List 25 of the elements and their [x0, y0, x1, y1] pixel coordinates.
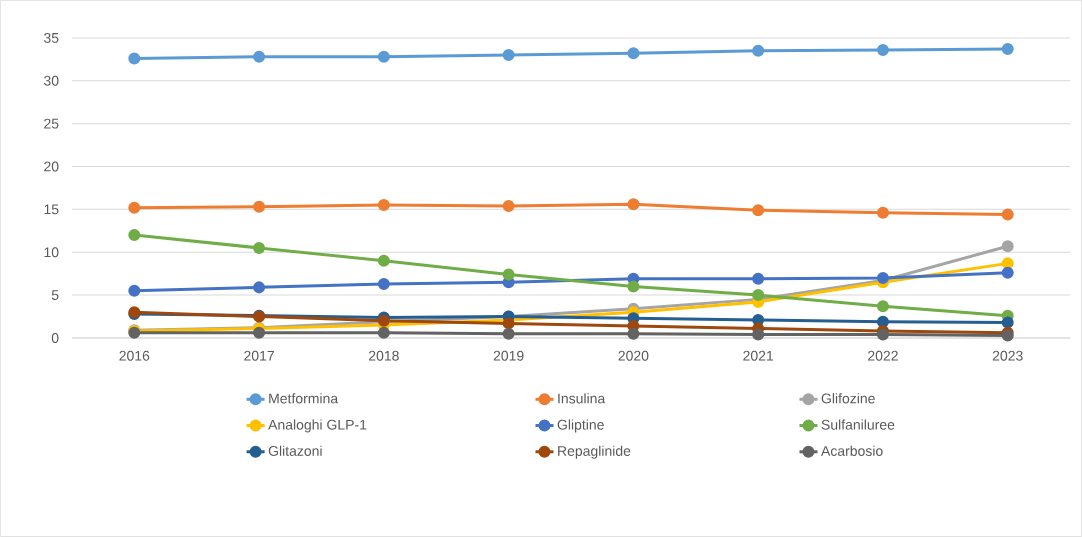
y-tick-label: 30	[44, 75, 59, 86]
legend-label: Gliptine	[557, 419, 604, 433]
y-tick-label: 25	[44, 118, 59, 129]
x-tick-label: 2017	[244, 350, 274, 361]
x-tick-label: 2021	[743, 350, 774, 361]
legend-label: Analoghi GLP-1	[268, 419, 367, 433]
x-tick-label: 2022	[868, 350, 898, 361]
x-tick-label: 2018	[368, 350, 399, 361]
x-tick-label: 2019	[493, 350, 524, 361]
y-tick-label: 5	[51, 290, 59, 301]
legend-label: Acarbosio	[821, 445, 883, 456]
y-tick-label: 20	[44, 161, 59, 172]
y-tick-label: 15	[44, 204, 59, 215]
x-tick-label: 2016	[119, 350, 150, 361]
legend-label: Insulina	[558, 393, 606, 404]
legend-label: Repaglinide	[558, 445, 631, 459]
legend-label: Glifozine	[821, 393, 875, 404]
legend-label: Sulfaniluree	[821, 419, 895, 430]
y-tick-label: 0	[51, 333, 59, 343]
x-tick-label: 2020	[618, 350, 649, 361]
legend-label: Glitazoni	[268, 445, 322, 456]
legend-label: Metformina	[269, 393, 339, 404]
y-tick-label: 10	[44, 247, 59, 258]
y-tick-label: 35	[44, 32, 59, 43]
x-tick-label: 2023	[992, 350, 1023, 361]
